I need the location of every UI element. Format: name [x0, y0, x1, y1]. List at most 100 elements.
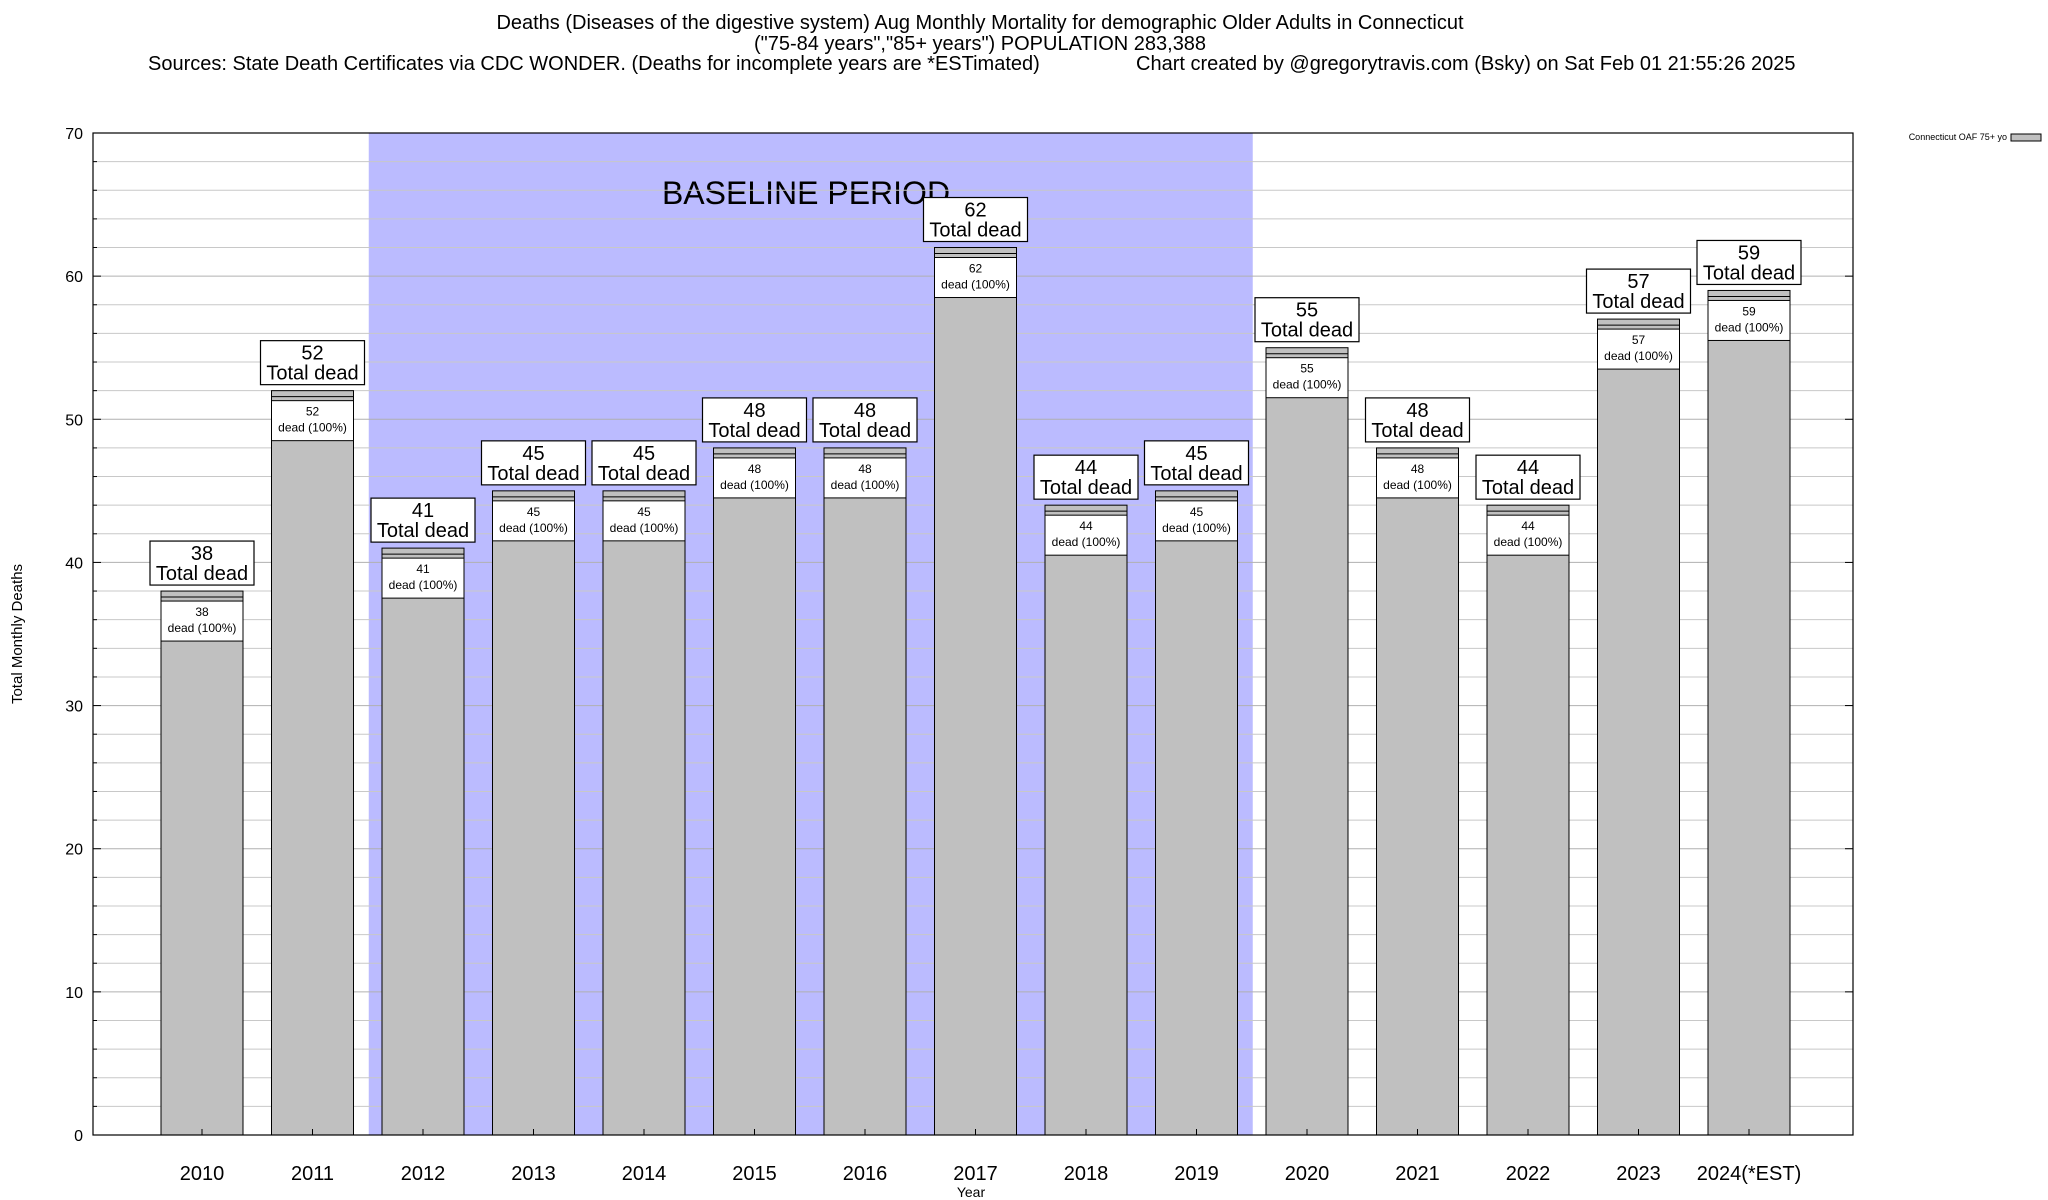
bar-2022 — [1486, 504, 1570, 1136]
chart-subtitle: ("75-84 years","85+ years") POPULATION 2… — [753, 33, 1207, 55]
total-label-box — [812, 397, 918, 443]
total-label-text: Total dead — [1703, 262, 1795, 284]
total-label-value: 48 — [1406, 400, 1428, 422]
inner-label-box — [823, 457, 907, 499]
baseline-period-label: BASELINE PERIOD — [662, 175, 950, 211]
total-label-text: Total dead — [1150, 463, 1242, 485]
inner-label-box — [602, 500, 686, 542]
total-label-box — [1364, 397, 1471, 443]
total-label-box — [1696, 239, 1802, 286]
inner-label-text: dead (100%) — [1494, 535, 1563, 549]
legend-label: Connecticut OAF 75+ yo — [1909, 132, 2007, 142]
total-label-value: 41 — [412, 500, 434, 522]
x-tick-label: 2012 — [401, 1163, 446, 1185]
total-label-text: Total dead — [1261, 320, 1353, 342]
bar-2010 — [160, 590, 244, 1136]
x-tick-label: 2010 — [180, 1163, 225, 1185]
total-label-text: Total dead — [1482, 477, 1574, 499]
inner-label-value: 55 — [1300, 362, 1314, 376]
x-tick-label: 2022 — [1506, 1163, 1551, 1185]
inner-label-box — [1155, 500, 1238, 542]
y-tick-label: 0 — [74, 1128, 83, 1145]
total-label-text: Total dead — [819, 420, 911, 442]
bar-2023 — [1597, 318, 1680, 1136]
total-label-box — [259, 340, 366, 386]
inner-label-value: 57 — [1632, 333, 1646, 347]
bar-2012 — [381, 547, 465, 1136]
inner-label-box — [271, 400, 354, 442]
x-tick-label: 2020 — [1285, 1163, 1330, 1185]
x-tick-label: 2021 — [1395, 1163, 1440, 1185]
total-label-box — [1254, 297, 1360, 343]
total-label-value: 38 — [191, 543, 213, 565]
inner-label-value: 44 — [1521, 519, 1535, 533]
total-label-value: 57 — [1627, 271, 1649, 293]
total-label-value: 48 — [854, 400, 876, 422]
inner-label-box — [1376, 457, 1459, 499]
inner-label-text: dead (100%) — [1052, 535, 1121, 549]
bar-2021 — [1376, 447, 1459, 1136]
total-label-value: 48 — [743, 400, 765, 422]
inner-label-text: dead (100%) — [1162, 521, 1231, 535]
inner-label-value: 44 — [1079, 519, 1093, 533]
total-label-box — [1585, 268, 1692, 314]
bar-2014 — [602, 490, 686, 1136]
x-tick-label: 2015 — [732, 1163, 777, 1185]
y-tick-label: 40 — [65, 555, 83, 572]
total-label-text: Total dead — [487, 463, 579, 485]
total-label-text: Total dead — [1371, 420, 1463, 442]
inner-label-value: 41 — [416, 562, 430, 576]
inner-label-value: 59 — [1742, 304, 1756, 318]
inner-label-value: 62 — [969, 262, 983, 276]
inner-label-box — [492, 500, 575, 542]
total-label-value: 45 — [1185, 443, 1207, 465]
inner-label-text: dead (100%) — [499, 521, 568, 535]
bar-2017 — [934, 247, 1017, 1136]
total-label-value: 59 — [1738, 242, 1760, 264]
inner-label-text: dead (100%) — [389, 578, 458, 592]
x-tick-label: 2016 — [843, 1163, 888, 1185]
bar-2018 — [1044, 504, 1128, 1136]
total-label-box — [480, 440, 587, 486]
y-tick-label: 50 — [65, 412, 83, 429]
total-label-value: 45 — [522, 443, 544, 465]
inner-label-box — [1044, 514, 1128, 556]
inner-label-text: dead (100%) — [941, 278, 1010, 292]
x-tick-label: 2014 — [622, 1163, 667, 1185]
legend-swatch — [2010, 133, 2042, 142]
inner-label-text: dead (100%) — [720, 478, 789, 492]
inner-label-value: 38 — [195, 605, 209, 619]
inner-label-value: 45 — [527, 505, 541, 519]
inner-label-value: 45 — [1190, 505, 1204, 519]
total-label-box — [370, 497, 476, 543]
total-label-text: Total dead — [266, 363, 358, 385]
total-label-text: Total dead — [377, 520, 469, 542]
total-label-text: Total dead — [1592, 291, 1684, 313]
y-tick-label: 20 — [65, 842, 83, 859]
bar-2016 — [823, 447, 907, 1136]
bar-2019 — [1155, 490, 1238, 1136]
chart-credit: Chart created by @gregorytravis.com (Bsk… — [1136, 53, 1796, 75]
total-label-box — [591, 440, 697, 486]
total-label-box — [1143, 440, 1250, 486]
total-label-text: Total dead — [708, 420, 800, 442]
inner-label-value: 48 — [748, 462, 762, 476]
x-tick-label: 2018 — [1064, 1163, 1109, 1185]
inner-label-text: dead (100%) — [1383, 478, 1452, 492]
x-tick-label: 2013 — [511, 1163, 556, 1185]
total-label-value: 45 — [633, 443, 655, 465]
x-tick-label: 2011 — [291, 1163, 334, 1185]
inner-label-box — [381, 557, 465, 599]
total-label-value: 44 — [1075, 457, 1097, 479]
inner-label-box — [934, 257, 1017, 299]
total-label-text: Total dead — [156, 563, 248, 585]
inner-label-box — [1486, 514, 1570, 556]
inner-label-text: dead (100%) — [1715, 320, 1784, 334]
inner-label-text: dead (100%) — [831, 478, 900, 492]
inner-label-box — [1707, 299, 1791, 341]
chart-title: Deaths (Diseases of the digestive system… — [496, 12, 1464, 34]
bar-2011 — [271, 390, 354, 1136]
inner-label-text: dead (100%) — [278, 421, 347, 435]
inner-label-value: 48 — [1411, 462, 1425, 476]
